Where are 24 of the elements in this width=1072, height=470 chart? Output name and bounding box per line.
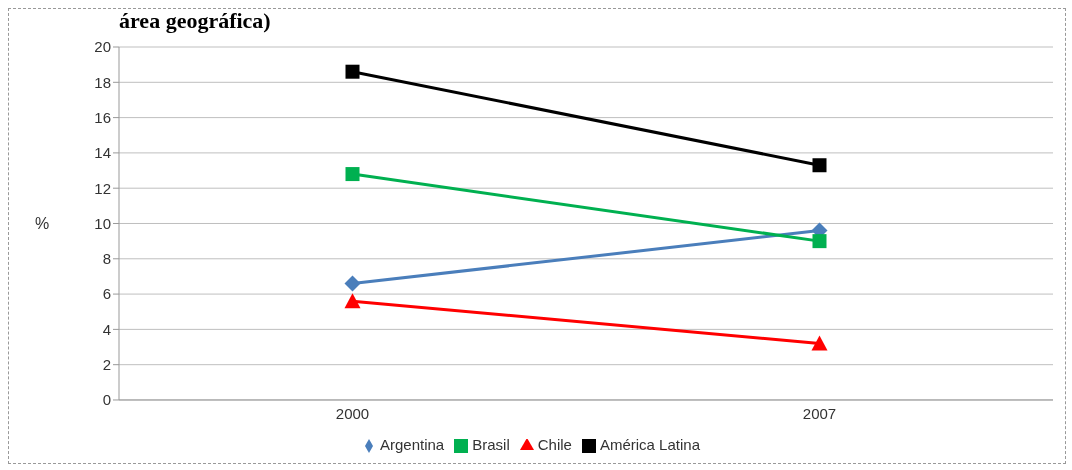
- legend-label: América Latina: [599, 435, 700, 453]
- y-tick-label: 4: [102, 320, 111, 338]
- y-tick-label: 18: [94, 73, 111, 91]
- y-tick-label: 16: [94, 108, 111, 126]
- y-tick-label: 0: [102, 391, 111, 409]
- y-tick-label: 14: [94, 144, 111, 162]
- x-tick-label: 2000: [335, 404, 370, 422]
- point: [345, 167, 360, 182]
- y-tick-label: 20: [94, 38, 111, 56]
- legend-label: Brasil: [472, 435, 510, 453]
- y-tick-label: 2: [102, 356, 111, 373]
- point: [345, 64, 360, 79]
- point: [812, 158, 827, 173]
- y-tick-label: 10: [94, 214, 111, 232]
- point: [812, 234, 827, 249]
- legend-label: Chile: [537, 435, 572, 453]
- y-tick-label: 12: [94, 179, 111, 197]
- point: [344, 275, 361, 292]
- legend-label: Argentina: [380, 435, 445, 453]
- y-tick-label: 6: [102, 285, 111, 303]
- x-tick-label: 2007: [802, 404, 837, 422]
- y-tick-label: 8: [102, 250, 111, 268]
- y-axis-title: %: [35, 215, 50, 233]
- chart-title: área geográfica): [119, 8, 272, 33]
